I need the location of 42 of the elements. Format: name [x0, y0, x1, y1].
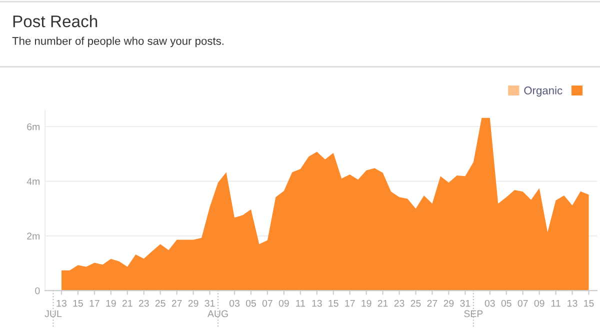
x-tick-label: 19	[362, 300, 372, 307]
x-tick-label: 27	[172, 300, 182, 307]
x-tick-label: 29	[444, 300, 454, 307]
x-tick-label: 27	[427, 300, 438, 307]
x-tick-label: 23	[394, 300, 404, 307]
x-tick-label: 17	[90, 300, 100, 307]
x-tick-label: 25	[410, 300, 421, 307]
y-tick-label: 0	[35, 287, 40, 294]
x-tick-label: 13	[312, 300, 322, 307]
x-tick-label: 31	[460, 300, 470, 307]
x-tick-label: 09	[278, 300, 289, 307]
x-tick-label: 03	[229, 300, 240, 307]
x-tick-label: 09	[534, 300, 544, 307]
x-tick-label: 23	[138, 300, 149, 307]
x-tick-label: 19	[106, 300, 116, 307]
x-tick-label: 13	[56, 300, 66, 307]
x-tick-label: 15	[584, 300, 594, 307]
chart-title: Post Reach	[13, 15, 98, 28]
legend-label: Organic	[524, 86, 562, 97]
y-tick-label: 6m	[27, 123, 40, 130]
x-tick-label: 03	[484, 300, 495, 307]
x-tick-label: 29	[188, 300, 198, 307]
chart-subtitle: The number of people who saw your posts.	[12, 36, 224, 48]
x-tick-label: 17	[345, 300, 355, 307]
x-tick-label: 11	[552, 300, 560, 307]
x-tick-label: 25	[155, 300, 166, 307]
x-tick-label: 11	[296, 300, 305, 307]
x2-tick-label: JUL	[44, 310, 62, 318]
x-tick-label: 31	[204, 300, 215, 307]
x-tick-label: 05	[246, 300, 256, 307]
x-tick-label: 21	[378, 300, 388, 307]
y-tick-label: 4m	[26, 178, 40, 185]
x-tick-label: 13	[568, 300, 578, 307]
x2-tick-label: SEP	[464, 310, 483, 318]
x2-tick-label: AUG	[208, 310, 228, 318]
x-tick-label: 15	[328, 300, 338, 307]
y-tick-label: 2m	[27, 232, 40, 240]
x-tick-label: 21	[122, 300, 132, 307]
x-tick-label: 15	[73, 300, 83, 307]
x-tick-label: 05	[501, 300, 512, 307]
x-tick-label: 07	[518, 300, 528, 307]
x-tick-label: 07	[262, 300, 272, 307]
